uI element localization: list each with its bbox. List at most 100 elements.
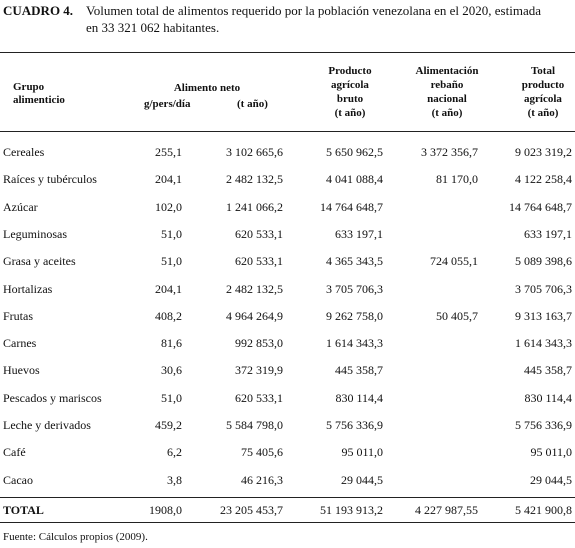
header-cell: Grupo — [13, 81, 45, 93]
table-cell: 4 041 088,4 — [326, 172, 383, 187]
table-cell: 102,0 — [155, 199, 182, 214]
table-cell: 3 705 706,3 — [326, 281, 383, 296]
table-cell: 1 614 343,3 — [326, 336, 383, 351]
table-cell: 50 405,7 — [436, 308, 478, 323]
table-cell: 830 114,4 — [335, 390, 383, 405]
table-cell: 51,0 — [161, 226, 182, 241]
header-cell: agrícola — [524, 93, 562, 105]
table-cell: 75 405,6 — [241, 445, 283, 460]
total-label: TOTAL — [3, 503, 44, 517]
table-cell: 5 089 398,6 — [515, 254, 572, 269]
total-cell: 51 193 913,2 — [320, 503, 383, 517]
table-cell: 95 011,0 — [341, 445, 383, 460]
table-cell: 830 114,4 — [524, 390, 572, 405]
table-cell: 4 964 264,9 — [226, 308, 283, 323]
row-label: Azúcar — [3, 199, 38, 214]
table-cell: 372 319,9 — [235, 363, 283, 378]
table-cell: 3,8 — [167, 472, 182, 487]
row-label: Cereales — [3, 145, 45, 159]
table-cell: 3 102 665,6 — [226, 145, 283, 159]
table-cell: 620 533,1 — [235, 390, 283, 405]
table-cell: 51,0 — [161, 254, 182, 269]
row-label: Frutas — [3, 308, 33, 323]
row-label: Pescados y mariscos — [3, 390, 102, 405]
total-cell: 1908,0 — [149, 503, 182, 517]
row-label: Grasa y aceites — [3, 254, 76, 269]
table-cell: 95 011,0 — [530, 445, 572, 460]
table-cell: 620 533,1 — [235, 226, 283, 241]
table-cell: 204,1 — [155, 172, 182, 187]
row-label: Cacao — [3, 472, 33, 487]
table-cell: 3 372 356,7 — [421, 145, 478, 159]
table-cell: 9 023 319,2 — [515, 145, 572, 159]
header-cell: (t año) — [334, 107, 366, 119]
table-cell: 3 705 706,3 — [515, 281, 572, 296]
table-cell: 620 533,1 — [235, 254, 283, 269]
table-cell: 46 216,3 — [241, 472, 283, 487]
total-cell: 23 205 453,7 — [220, 503, 283, 517]
table-cell: 4 365 343,5 — [326, 254, 383, 269]
header-cell: Alimento neto — [173, 82, 241, 94]
table-cell: 204,1 — [155, 281, 182, 296]
header-cell: (t año) — [431, 107, 463, 119]
table-cell: 51,0 — [161, 390, 182, 405]
header-cell: Producto — [328, 65, 372, 77]
table-cell: 992 853,0 — [235, 336, 283, 351]
table-cell: 445 358,7 — [524, 363, 572, 378]
table-cell: 6,2 — [167, 445, 182, 460]
table-cell: 5 756 336,9 — [326, 418, 383, 432]
rule — [0, 131, 575, 132]
footnote: Fuente: Cálculos propios (2009). — [3, 531, 148, 543]
table-cell: 29 044,5 — [341, 472, 383, 487]
table-cell: 14 764 648,7 — [320, 199, 383, 214]
header-cell: producto — [521, 79, 565, 91]
table-cell: 633 197,1 — [335, 226, 383, 241]
table-cell: 29 044,5 — [530, 472, 572, 487]
row-label: Café — [3, 445, 26, 460]
row-label: Huevos — [3, 363, 40, 378]
table-cell: 5 584 798,0 — [226, 418, 283, 432]
table-cell: 724 055,1 — [430, 254, 478, 269]
header-cell: (t año) — [527, 107, 559, 119]
row-label: Leguminosas — [3, 226, 67, 241]
table-cell: 81 170,0 — [436, 172, 478, 187]
header-cell: agrícola — [331, 79, 369, 91]
header-cell: (t año) — [237, 98, 268, 110]
header-cell: bruto — [336, 93, 364, 105]
total-cell: 5 421 900,8 — [515, 503, 572, 517]
table-cell: 14 764 648,7 — [509, 199, 572, 214]
table-cell: 30,6 — [161, 363, 182, 378]
table-cell: 633 197,1 — [524, 226, 572, 241]
table-cell: 5 650 962,5 — [326, 145, 383, 159]
rule — [0, 522, 575, 523]
title-line: en 33 321 062 habitantes. — [86, 20, 220, 35]
table-cell: 445 358,7 — [335, 363, 383, 378]
rule — [0, 497, 575, 498]
total-cell: 4 227 987,55 — [415, 503, 478, 517]
table-cell: 2 482 132,5 — [226, 172, 283, 187]
header-cell: g/pers/día — [144, 98, 191, 110]
header-cell: Alimentación — [415, 65, 479, 77]
table-cell: 9 262 758,0 — [326, 308, 383, 323]
header-cell: nacional — [427, 93, 467, 105]
table-cell: 1 614 343,3 — [515, 336, 572, 351]
table-cell: 4 122 258,4 — [515, 172, 572, 187]
table-cell: 1 241 066,2 — [226, 199, 283, 214]
table-cell: 255,1 — [155, 145, 182, 159]
header-cell: alimenticio — [13, 94, 65, 106]
table-cell: 5 756 336,9 — [515, 418, 572, 432]
table-cell: 459,2 — [155, 418, 182, 432]
row-label: Hortalizas — [3, 281, 53, 296]
table-cell: 2 482 132,5 — [226, 281, 283, 296]
header-cell: Total — [530, 65, 556, 77]
header-cell: rebaño — [430, 79, 464, 91]
title-label: CUADRO 4. — [3, 3, 74, 18]
table-cell: 408,2 — [155, 308, 182, 323]
row-label: Carnes — [3, 336, 37, 351]
table-cell: 9 313 163,7 — [515, 308, 572, 323]
rule — [0, 52, 575, 53]
title-line: Volumen total de alimentos requerido por… — [86, 3, 541, 18]
row-label: Leche y derivados — [3, 418, 91, 432]
table-cell: 81,6 — [161, 336, 182, 351]
